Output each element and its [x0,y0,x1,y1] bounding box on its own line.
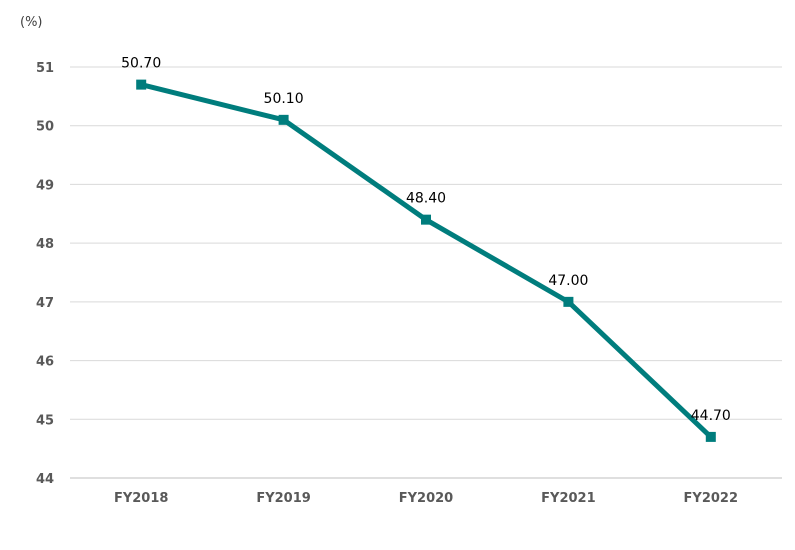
data-label-fy2018: 50.70 [121,56,161,72]
y-tick-label-44: 44 [36,472,54,487]
y-tick-label-48: 48 [36,237,54,252]
y-tick-label-50: 50 [36,120,54,135]
y-tick-label-45: 45 [36,413,54,428]
data-point-fy2021 [563,296,574,307]
y-tick-label-47: 47 [36,296,54,311]
x-axis-ticks: FY2018 FY2019 FY2020 FY2021 FY2022 [114,491,738,506]
data-point-fy2019 [278,114,289,125]
data-label-fy2020: 48.40 [406,191,446,207]
x-tick-label-fy2022: FY2022 [684,491,738,506]
series-layer [138,82,714,440]
gridlines [70,66,782,420]
y-tick-label-46: 46 [36,355,54,370]
data-point-fy2022 [705,431,716,442]
marker-layer [136,79,716,442]
x-tick-label-fy2020: FY2020 [399,491,453,506]
data-point-fy2018 [136,79,147,90]
x-tick-label-fy2021: FY2021 [541,491,595,506]
x-tick-label-fy2019: FY2019 [256,491,310,506]
y-axis-ticks: 44 45 46 47 48 49 50 51 [36,61,54,487]
data-label-fy2021: 47.00 [548,273,588,289]
x-tick-label-fy2018: FY2018 [114,491,168,506]
y-tick-label-51: 51 [36,61,54,76]
y-axis-unit-label: (%) [20,15,43,30]
data-label-fy2022: 44.70 [691,408,731,424]
series-line [138,82,714,440]
y-tick-label-49: 49 [36,178,54,193]
data-label-layer: 50.70 50.10 48.40 47.00 44.70 [121,56,731,424]
data-point-fy2020 [421,214,431,225]
data-label-fy2019: 50.10 [264,91,304,107]
